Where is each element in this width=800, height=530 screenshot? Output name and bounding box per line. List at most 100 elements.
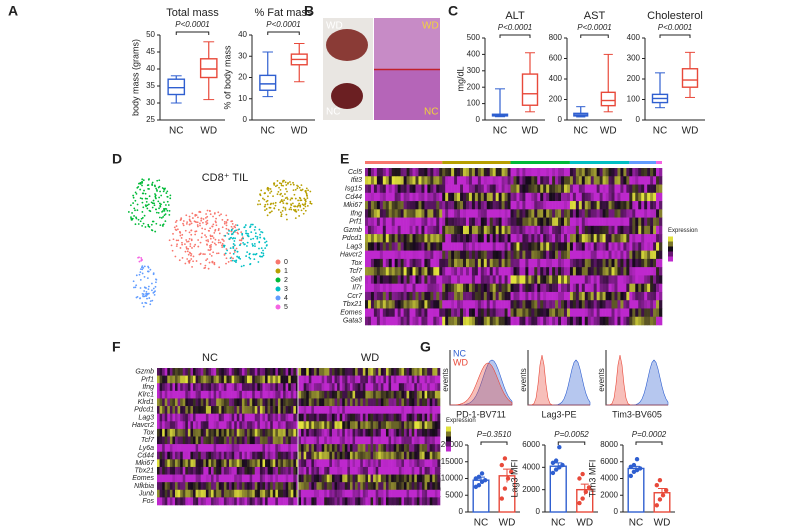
heatmap-cell bbox=[421, 192, 425, 202]
heatmap-cell bbox=[400, 176, 404, 185]
heatmap-cell bbox=[430, 283, 434, 293]
heatmap-cell bbox=[531, 250, 535, 260]
heatmap-cell bbox=[162, 489, 166, 498]
p-value: P<0.0001 bbox=[658, 23, 692, 32]
umap-cell bbox=[246, 245, 248, 247]
umap-cell bbox=[252, 237, 255, 240]
heatmap-cell bbox=[489, 192, 494, 202]
heatmap-cell bbox=[427, 275, 431, 284]
heatmap-cell bbox=[373, 242, 378, 251]
heatmap-cell bbox=[406, 451, 410, 460]
heatmap-cell bbox=[647, 225, 651, 235]
heatmap-cell bbox=[316, 406, 320, 414]
umap-cell bbox=[297, 209, 300, 211]
heatmap-cell bbox=[182, 451, 186, 460]
heatmap-cell bbox=[599, 209, 603, 218]
heatmap-cell bbox=[495, 201, 499, 210]
heatmap-cell bbox=[401, 421, 405, 430]
heatmap-cell bbox=[334, 413, 338, 422]
heatmap-cell bbox=[498, 201, 502, 210]
heatmap-cell bbox=[451, 217, 455, 227]
heatmap-cell bbox=[244, 383, 248, 392]
heatmap-cell bbox=[498, 283, 502, 293]
heatmap-cell bbox=[489, 316, 494, 326]
heatmap-cell bbox=[451, 291, 455, 301]
heatmap-cell bbox=[195, 459, 199, 468]
umap-cell bbox=[142, 222, 145, 225]
heatmap-cell bbox=[401, 406, 405, 414]
heatmap-cell bbox=[388, 368, 392, 376]
y-tick-label: 35 bbox=[146, 81, 155, 90]
heatmap-cell bbox=[641, 267, 645, 276]
heatmap-cell bbox=[439, 209, 443, 218]
heatmap-cell bbox=[378, 383, 382, 392]
heatmap-cell bbox=[400, 192, 404, 202]
heatmap-cell bbox=[324, 436, 328, 445]
heatmap-cell bbox=[587, 225, 592, 235]
heatmap-cell bbox=[552, 176, 556, 185]
umap-cell bbox=[281, 180, 284, 183]
heatmap-cell bbox=[427, 428, 431, 437]
umap-cell bbox=[229, 257, 232, 260]
heatmap-cell bbox=[385, 234, 390, 243]
heatmap-cell bbox=[531, 201, 535, 210]
heatmap-cell bbox=[433, 176, 437, 185]
heatmap-cell bbox=[249, 474, 253, 483]
heatmap-cell bbox=[211, 421, 214, 430]
heatmap-cell bbox=[303, 459, 307, 468]
umap-cell bbox=[146, 197, 148, 200]
heatmap-cell bbox=[653, 267, 657, 276]
heatmap-cell bbox=[306, 482, 310, 491]
heatmap-cell bbox=[555, 184, 559, 194]
heatmap-cell bbox=[566, 168, 571, 177]
heatmap-cell bbox=[418, 258, 422, 268]
umap-cell bbox=[272, 202, 275, 205]
heatmap-cell bbox=[385, 375, 389, 384]
gene-label: Eomes bbox=[340, 309, 362, 316]
heatmap-cell bbox=[492, 258, 496, 268]
heatmap-cell bbox=[429, 383, 433, 392]
umap-cell bbox=[135, 216, 137, 219]
heatmap-cell bbox=[308, 466, 312, 475]
heatmap-cell bbox=[177, 428, 181, 437]
heatmap-cell bbox=[397, 300, 401, 309]
heatmap-cell bbox=[434, 489, 438, 498]
umap-cell bbox=[143, 286, 146, 289]
heatmap-cell bbox=[396, 368, 400, 376]
heatmap-cell bbox=[418, 316, 422, 326]
heatmap-cell bbox=[419, 489, 423, 498]
heatmap-cell bbox=[244, 482, 248, 491]
umap-cell bbox=[148, 297, 151, 299]
heatmap-cell bbox=[316, 398, 320, 407]
heatmap-cell bbox=[552, 217, 556, 227]
heatmap-cell bbox=[412, 225, 416, 235]
umap-cell bbox=[146, 297, 148, 300]
heatmap-cell bbox=[419, 421, 423, 430]
heatmap-cell bbox=[641, 209, 645, 218]
heatmap-cell bbox=[421, 497, 425, 506]
heatmap-cell bbox=[175, 406, 178, 414]
heatmap-cell bbox=[244, 406, 248, 414]
colorbar bbox=[668, 256, 673, 262]
heatmap-cell bbox=[236, 489, 240, 498]
heatmap-cell bbox=[373, 168, 378, 177]
heatmap-cell bbox=[439, 258, 443, 268]
heatmap-cell bbox=[587, 267, 592, 276]
heatmap-cell bbox=[489, 217, 494, 227]
y-tick-label: 8000 bbox=[600, 440, 618, 449]
heatmap-cell bbox=[434, 436, 438, 445]
heatmap-cell bbox=[432, 482, 436, 491]
y-tick-label: 200 bbox=[549, 95, 563, 104]
gene-label: Junb bbox=[138, 490, 154, 497]
heatmap-cell bbox=[510, 168, 514, 177]
heatmap-cell bbox=[162, 497, 166, 506]
heatmap-cell bbox=[360, 474, 364, 483]
heatmap-cell bbox=[445, 168, 449, 177]
heatmap-cell bbox=[641, 300, 645, 309]
gene-label: Mki67 bbox=[343, 202, 363, 209]
heatmap-cell bbox=[552, 283, 556, 293]
heatmap-cell bbox=[319, 436, 322, 445]
heatmap-cell bbox=[385, 459, 389, 468]
heatmap-cell bbox=[659, 168, 663, 177]
heatmap-cell bbox=[265, 413, 268, 422]
